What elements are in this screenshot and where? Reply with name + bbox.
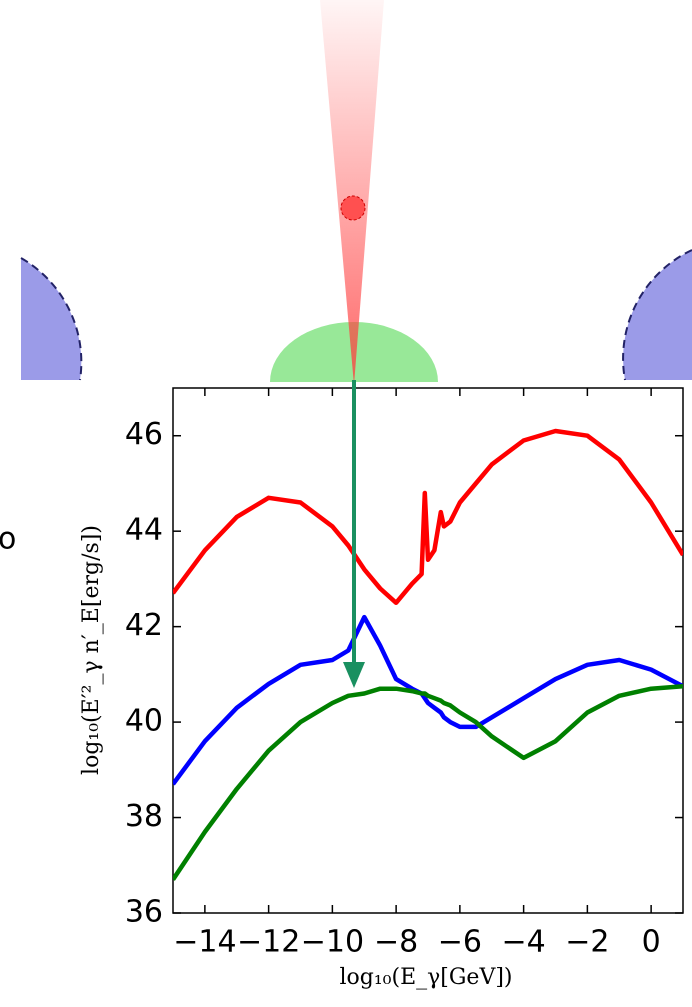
plot-area xyxy=(172,387,684,914)
x-tick-label: −4 xyxy=(502,925,546,960)
x-tick-label: −14 xyxy=(173,925,236,960)
x-tick-label: −6 xyxy=(438,925,482,960)
series-line xyxy=(173,614,683,786)
x-tick-label: −2 xyxy=(565,925,609,960)
arrow-head xyxy=(343,662,365,688)
y-tick-label: 40 xyxy=(125,704,163,739)
y-tick-label: 42 xyxy=(125,608,163,643)
red-dot xyxy=(340,195,366,221)
x-tick-label: −12 xyxy=(237,925,300,960)
blob-right xyxy=(623,250,692,380)
y-tick-label: 38 xyxy=(125,799,163,834)
x-tick-label: −10 xyxy=(301,925,364,960)
y-tick-label: 46 xyxy=(125,417,163,452)
x-tick-label: −8 xyxy=(374,925,418,960)
series-line xyxy=(173,684,683,881)
x-tick-label: 0 xyxy=(642,925,661,960)
y-tick-label: 44 xyxy=(125,513,163,548)
blob-left xyxy=(21,258,82,380)
red-cone xyxy=(320,0,384,385)
series-line xyxy=(173,428,683,606)
annotation: o xyxy=(0,522,16,557)
y-tick-label: 36 xyxy=(125,895,163,930)
blob-right-edge xyxy=(622,249,692,381)
plot: 36 38 40 42 44 46 −14 −12 −10 −8 −6 −4 −2 0 xyxy=(125,388,683,960)
x-axis-label: log₁₀(E_γ[GeV]) xyxy=(339,965,512,990)
illustration xyxy=(20,0,692,385)
blob-left-edge xyxy=(20,257,83,381)
y-axis-label: log₁₀(E′²_γ n′_E[erg/s]) xyxy=(79,525,104,775)
